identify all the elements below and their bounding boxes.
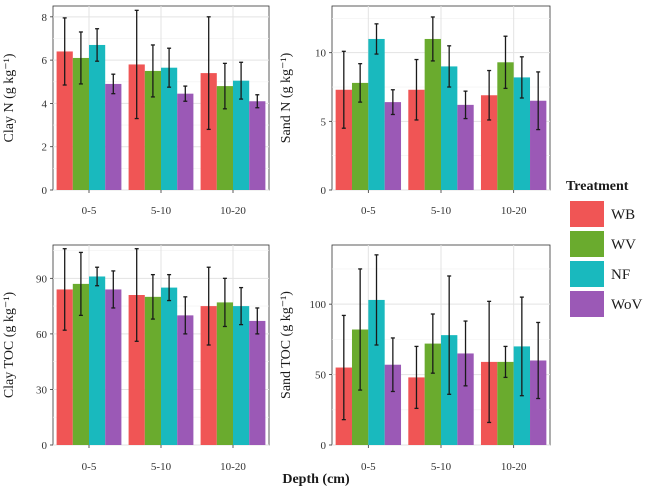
- bar-nf-5-10: [161, 287, 178, 445]
- y-tick-label: 100: [310, 299, 327, 311]
- y-axis-title: Sand N (g kg⁻¹): [279, 52, 294, 143]
- x-tick-label: 5-10: [151, 461, 172, 473]
- panel-clay-toc: 0 30 60 90 0-5 5-10 10-20 Clay TOC (g kg⁻¹): [2, 244, 270, 473]
- bar-wov-10-20: [530, 100, 547, 190]
- bar-wb-5-10: [408, 377, 425, 445]
- bar-wv-5-10: [144, 296, 161, 445]
- bar-wv-10-20: [216, 86, 233, 190]
- bar-wov-5-10: [177, 93, 194, 190]
- bar-wb-10-20: [200, 73, 217, 190]
- bar-wv-5-10: [144, 70, 161, 190]
- bar-wov-5-10: [457, 353, 474, 445]
- bar-wov-0-5: [384, 102, 402, 190]
- x-tick-label: 10-20: [220, 461, 246, 473]
- y-tick-label: 60: [36, 329, 48, 341]
- x-tick-label: 0-5: [82, 205, 97, 217]
- bar-wov-10-20: [530, 360, 547, 445]
- y-tick-label: 0: [321, 440, 327, 452]
- panel-sand-n: 0 5 10 0-5 5-10 10-20 Sand N (g kg⁻¹): [279, 5, 551, 217]
- y-tick-label: 4: [42, 98, 48, 110]
- bar-nf-0-5: [89, 276, 106, 445]
- bar-wb-0-5: [56, 289, 73, 445]
- x-tick-label: 5-10: [431, 461, 452, 473]
- x-tick-label: 0-5: [361, 205, 376, 217]
- bar-wb-5-10: [408, 89, 425, 190]
- y-tick-label: 2: [42, 142, 48, 154]
- legend-title: Treatment: [566, 179, 629, 194]
- bar-wb-10-20: [200, 306, 217, 445]
- bar-nf-10-20: [513, 77, 531, 190]
- y-tick-label: 0: [321, 185, 327, 197]
- bar-wv-0-5: [72, 57, 89, 190]
- panel-clay-n: 0 2 4 6 8 0-5 5-10 10-20 Clay N (g kg⁻¹): [2, 5, 270, 217]
- x-tick-label: 0-5: [82, 461, 97, 473]
- x-tick-label: 0-5: [361, 461, 376, 473]
- legend-item-wb: WB: [570, 201, 635, 227]
- bar-wov-0-5: [105, 83, 122, 190]
- x-axis-title: Depth (cm): [282, 472, 350, 487]
- bar-nf-5-10: [441, 66, 458, 190]
- legend-label-wb: WB: [611, 207, 635, 223]
- y-tick-label: 10: [315, 48, 327, 60]
- legend-key-nf: [570, 261, 604, 287]
- bar-wv-0-5: [351, 82, 369, 190]
- bar-wov-10-20: [249, 320, 266, 445]
- bar-wv-10-20: [497, 62, 514, 190]
- y-tick-label: 0: [42, 185, 48, 197]
- x-tick-label: 10-20: [501, 205, 527, 217]
- bar-nf-5-10: [161, 67, 178, 190]
- bar-nf-10-20: [233, 80, 250, 190]
- y-tick-label: 90: [36, 273, 48, 285]
- y-tick-label: 5: [321, 116, 327, 128]
- bar-wb-0-5: [335, 89, 352, 190]
- bar-wv-0-5: [72, 283, 89, 445]
- y-tick-label: 8: [42, 12, 48, 24]
- y-tick-label: 0: [42, 440, 48, 452]
- bar-wov-0-5: [384, 364, 402, 445]
- bar-wb-5-10: [128, 64, 145, 190]
- bar-wb-0-5: [56, 51, 73, 190]
- bar-nf-0-5: [89, 44, 106, 190]
- bar-wv-10-20: [216, 302, 233, 445]
- legend-item-wv: WV: [570, 231, 636, 257]
- legend-label-wov: WoV: [611, 297, 642, 313]
- bar-wb-10-20: [480, 95, 498, 190]
- bar-wov-0-5: [105, 289, 122, 445]
- y-tick-label: 30: [36, 384, 48, 396]
- bar-nf-0-5: [368, 38, 385, 190]
- bar-wov-5-10: [457, 104, 474, 190]
- y-tick-label: 50: [315, 370, 327, 382]
- bar-wv-10-20: [497, 361, 514, 445]
- y-axis-title: Sand TOC (g kg⁻¹): [279, 291, 294, 399]
- legend-key-wov: [570, 291, 604, 317]
- x-tick-label: 10-20: [501, 461, 527, 473]
- y-tick-label: 6: [42, 55, 48, 67]
- bar-nf-0-5: [368, 299, 385, 445]
- legend-item-wov: WoV: [570, 291, 642, 317]
- bar-wv-5-10: [424, 343, 441, 445]
- bar-wv-5-10: [424, 38, 441, 190]
- legend: Treatment WB WV NF WoV: [566, 179, 642, 317]
- x-tick-label: 5-10: [431, 205, 452, 217]
- x-tick-label: 5-10: [151, 205, 172, 217]
- bar-wov-5-10: [177, 315, 194, 445]
- bar-nf-10-20: [233, 306, 250, 445]
- x-tick-label: 10-20: [220, 205, 246, 217]
- legend-label-nf: NF: [611, 267, 630, 283]
- panel-sand-toc: 0 50 100 0-5 5-10 10-20 Sand TOC (g kg⁻¹): [279, 244, 551, 473]
- bar-wov-10-20: [249, 101, 266, 190]
- legend-key-wv: [570, 231, 604, 257]
- legend-label-wv: WV: [611, 237, 636, 253]
- bar-wb-5-10: [128, 295, 145, 445]
- legend-key-wb: [570, 201, 604, 227]
- y-axis-title: Clay N (g kg⁻¹): [2, 53, 17, 142]
- legend-item-nf: NF: [570, 261, 630, 287]
- y-axis-title: Clay TOC (g kg⁻¹): [2, 291, 17, 398]
- chart-panels: 0 2 4 6 8 0-5 5-10 10-20 Clay N (g kg⁻¹) 0 5 10 0-5 5…: [2, 5, 551, 473]
